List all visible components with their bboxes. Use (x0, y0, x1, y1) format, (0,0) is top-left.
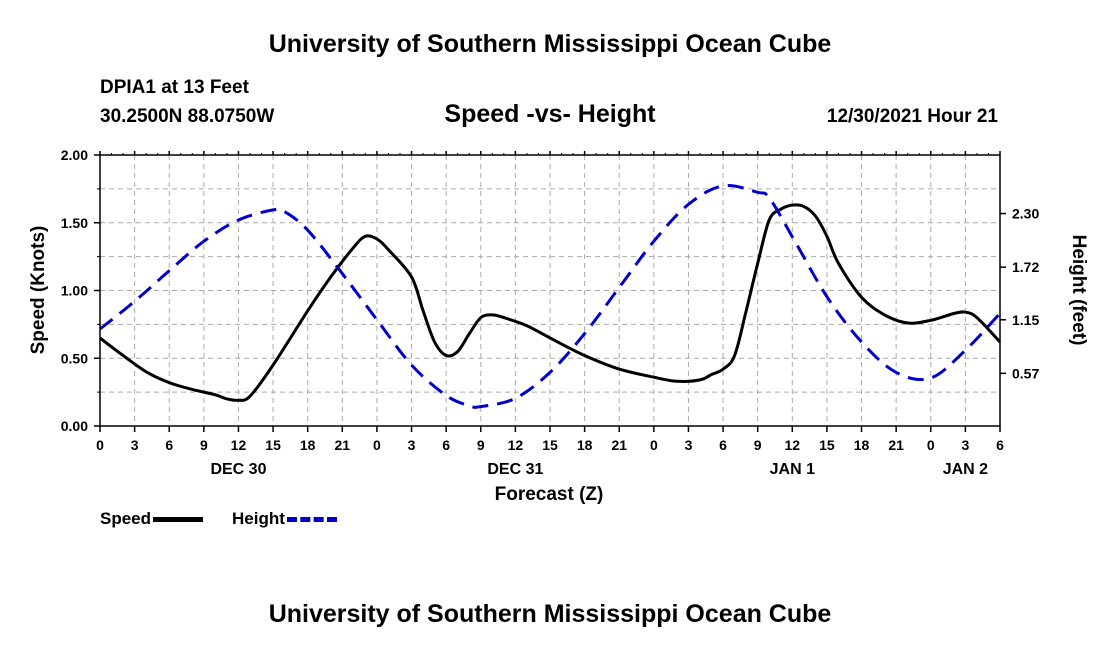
legend-speed-label: Speed (100, 509, 152, 528)
page-title: University of Southern Mississippi Ocean… (268, 30, 832, 58)
legend-height-swatch (286, 517, 337, 523)
x-tick-label: 6 (442, 437, 450, 453)
x-tick-label: 12 (785, 437, 801, 453)
legend-speed: Speed (100, 509, 204, 529)
x-tick-label: 6 (996, 437, 1004, 453)
x-tick-label: 12 (508, 437, 524, 453)
axis-ticks (94, 151, 1006, 432)
x-tick-label: 18 (300, 437, 316, 453)
y-right-tick-label: 1.72 (1012, 259, 1039, 275)
x-tick-label: 12 (231, 437, 247, 453)
x-tick-label: 9 (200, 437, 208, 453)
plot-lines (99, 183, 1002, 409)
x-tick-label: 21 (888, 437, 904, 453)
y-right-tick-label: 0.57 (1012, 365, 1039, 381)
x-tick-label: 9 (754, 437, 762, 453)
y-left-tick-label: 1.00 (61, 283, 88, 299)
station-label: DPIA1 at 13 Feet (100, 77, 249, 98)
chart-subtitle: Speed -vs- Height (444, 100, 656, 128)
y-axis-left-title: Speed (Knots) (28, 226, 49, 355)
x-tick-label: 15 (819, 437, 835, 453)
series-speed-line (99, 203, 1002, 402)
day-label: JAN 2 (943, 461, 988, 478)
x-tick-label: 6 (719, 437, 727, 453)
x-tick-label: 9 (477, 437, 485, 453)
y-right-tick-label: 1.15 (1012, 312, 1039, 328)
coordinates-label: 30.2500N 88.0750W (100, 106, 275, 127)
y-right-tick-label: 2.30 (1012, 206, 1039, 222)
y-left-tick-label: 0.50 (61, 350, 88, 366)
y-left-tick-label: 1.50 (61, 215, 88, 231)
x-tick-label: 18 (577, 437, 593, 453)
y-left-tick-label: 2.00 (61, 147, 88, 163)
x-tick-label: 15 (265, 437, 281, 453)
x-tick-label: 3 (961, 437, 969, 453)
grid-lines (100, 155, 1000, 426)
legend-height: Height (232, 509, 337, 529)
legend-speed-swatch (153, 517, 204, 523)
x-tick-label: 15 (542, 437, 558, 453)
x-tick-label: 0 (373, 437, 381, 453)
y-left-tick-label: 0.00 (61, 418, 88, 434)
x-tick-label: 21 (611, 437, 627, 453)
x-tick-label: 0 (96, 437, 104, 453)
x-tick-label: 0 (650, 437, 658, 453)
x-tick-label: 3 (408, 437, 416, 453)
axis-labels: 0 3 6 9 12 15 18 21 0 3 6 9 12 15 18 21 0 3 6 9 12 15 18 21 0 3 6 D… (61, 147, 1040, 478)
x-tick-label: 3 (131, 437, 139, 453)
day-label: DEC 31 (487, 461, 543, 478)
footer-title: University of Southern Mississippi Ocean… (268, 600, 832, 628)
x-tick-label: 6 (165, 437, 173, 453)
forecast-datetime: 12/30/2021 Hour 21 (826, 106, 998, 127)
day-label: JAN 1 (770, 461, 815, 478)
x-tick-label: 0 (927, 437, 935, 453)
x-tick-label: 3 (685, 437, 693, 453)
y-axis-right-title: Height (feet) (1068, 235, 1089, 346)
x-tick-label: 18 (854, 437, 870, 453)
day-label: DEC 30 (210, 461, 266, 478)
series-height-line (99, 183, 1002, 409)
x-tick-label: 21 (335, 437, 351, 453)
legend-height-label: Height (232, 509, 285, 528)
x-axis-title: Forecast (Z) (495, 484, 604, 505)
